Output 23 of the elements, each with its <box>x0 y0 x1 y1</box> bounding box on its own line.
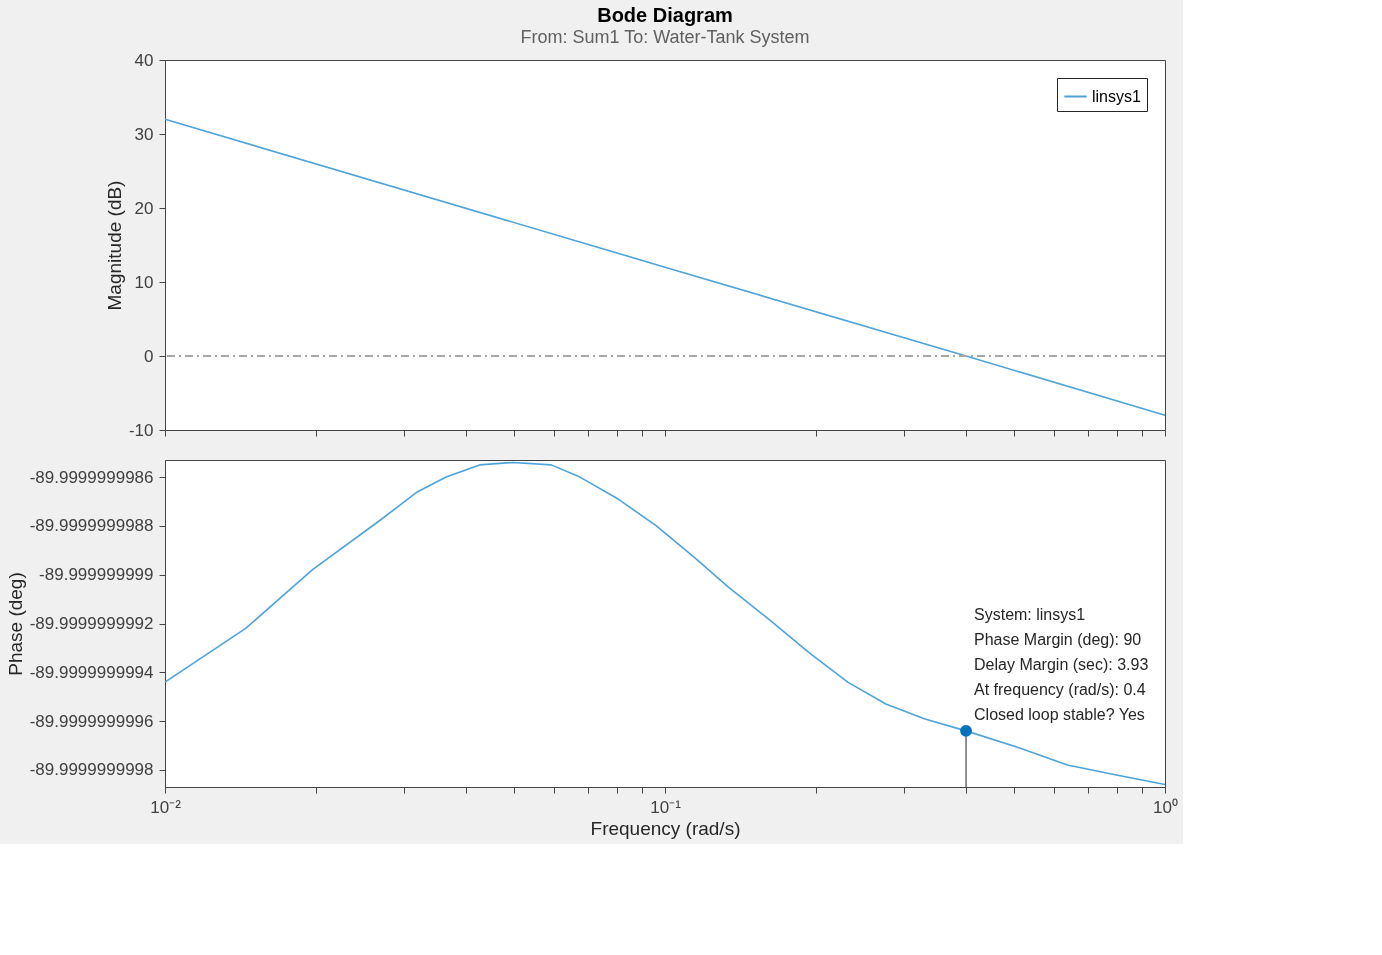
y-tick-label: -89.9999999988 <box>29 516 154 536</box>
y-tick-label: 30 <box>134 124 154 144</box>
chart-subtitle: From: Sum1 To: Water-Tank System <box>520 27 810 47</box>
chart-title: Bode Diagram <box>597 4 733 26</box>
legend-label: linsys1 <box>1092 87 1142 105</box>
y-tick-label: 0 <box>144 346 154 366</box>
y-tick-label: 40 <box>134 50 154 70</box>
annotation: System: linsys1 Phase Margin (deg): 90 Delay Margin (sec): 3.93 At frequency (rad/s): 0.4 Closed loop stable? Yes <box>974 605 1149 723</box>
x-tick-label: 10⁻¹ <box>650 797 682 817</box>
y-tick-label: -89.9999999996 <box>29 711 154 731</box>
y-tick-label: 10 <box>134 272 154 292</box>
y-tick-label: -89.9999999986 <box>29 467 154 487</box>
y-axis-title: Magnitude (dB) <box>103 180 125 311</box>
y-tick-label: -10 <box>128 420 154 440</box>
y-tick-label: -89.999999999 <box>39 565 154 585</box>
x-tick-label: 10⁰ <box>1153 797 1178 817</box>
y-tick-label: 20 <box>134 198 154 218</box>
x-tick-label: 10⁻² <box>150 797 182 817</box>
y-axis-title: Phase (deg) <box>4 572 26 676</box>
y-tick-label: -89.9999999998 <box>29 760 154 780</box>
y-tick-label: -89.9999999994 <box>29 662 154 682</box>
x-axis-title: Frequency (rad/s) <box>590 817 741 839</box>
y-tick-label: -89.9999999992 <box>29 614 154 633</box>
